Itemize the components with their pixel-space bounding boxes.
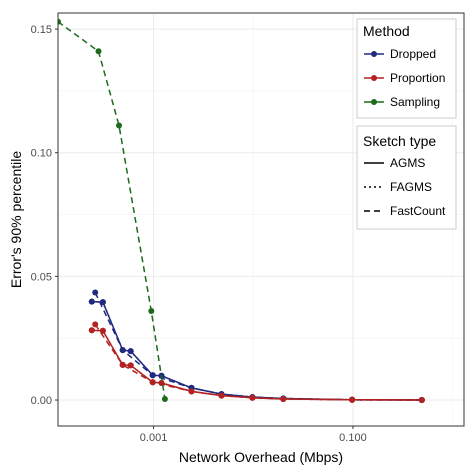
grid [58, 13, 464, 426]
panel-border [57, 12, 465, 427]
data-point [58, 18, 61, 25]
series-layer [58, 18, 425, 403]
data-point [88, 327, 95, 334]
data-point [88, 298, 95, 305]
data-point [92, 289, 99, 296]
data-point [280, 396, 287, 402]
legend-sketch-title: Sketch type [363, 133, 436, 149]
data-point [218, 392, 225, 399]
y-tick-label: 0.15 [31, 24, 52, 36]
series-sampling-fastcount [58, 18, 168, 402]
series-line [58, 21, 166, 400]
legend-sketch-label: FastCount [390, 204, 446, 218]
data-point [119, 347, 126, 354]
series-proportion-fastcount [92, 321, 425, 403]
legend-sketch-label: AGMS [390, 156, 425, 170]
legend-method-key-point [371, 75, 377, 81]
legend-method-label: Proportion [390, 71, 445, 85]
data-point [95, 48, 102, 55]
legend-sketch-box [356, 125, 457, 230]
axes: 0.00 0.05 0.10 0.15 0.001 0.100 [31, 24, 367, 444]
legend-method: Method Dropped Proportion Sampling [356, 18, 457, 119]
y-tick-label: 0.05 [31, 271, 52, 283]
legend-sketch-items: AGMS FAGMS FastCount [364, 156, 446, 218]
data-point [148, 308, 155, 314]
y-tick-label: 0.00 [31, 395, 52, 407]
legend-method-label: Sampling [390, 95, 440, 109]
data-point [99, 299, 106, 306]
data-point [92, 321, 99, 328]
data-point [149, 372, 156, 379]
series-line [91, 329, 422, 401]
data-point [127, 362, 134, 369]
legend-method-label: Dropped [390, 47, 436, 61]
data-point [418, 397, 425, 403]
legend-method-key-point [371, 99, 377, 105]
data-point [119, 361, 126, 368]
data-point [116, 122, 122, 129]
legend-sketch-label: FAGMS [390, 180, 432, 194]
data-point [249, 394, 256, 401]
legend-method-title: Method [363, 23, 410, 39]
x-tick-label: 0.001 [140, 432, 168, 444]
data-point [127, 348, 134, 355]
x-tick-label: 0.100 [339, 432, 367, 444]
data-point [188, 388, 195, 395]
y-axis-title: Error's 90% percentile [8, 151, 24, 289]
legend-method-items: Dropped Proportion Sampling [364, 47, 445, 109]
x-axis-title: Network Overhead (Mbps) [179, 449, 343, 465]
legend-method-key-point [371, 51, 377, 57]
y-tick-label: 0.10 [31, 148, 52, 160]
legend-sketch: Sketch type AGMS FAGMS FastCount [356, 125, 457, 230]
data-point [161, 396, 168, 402]
data-point [149, 379, 156, 386]
data-point [349, 396, 356, 403]
